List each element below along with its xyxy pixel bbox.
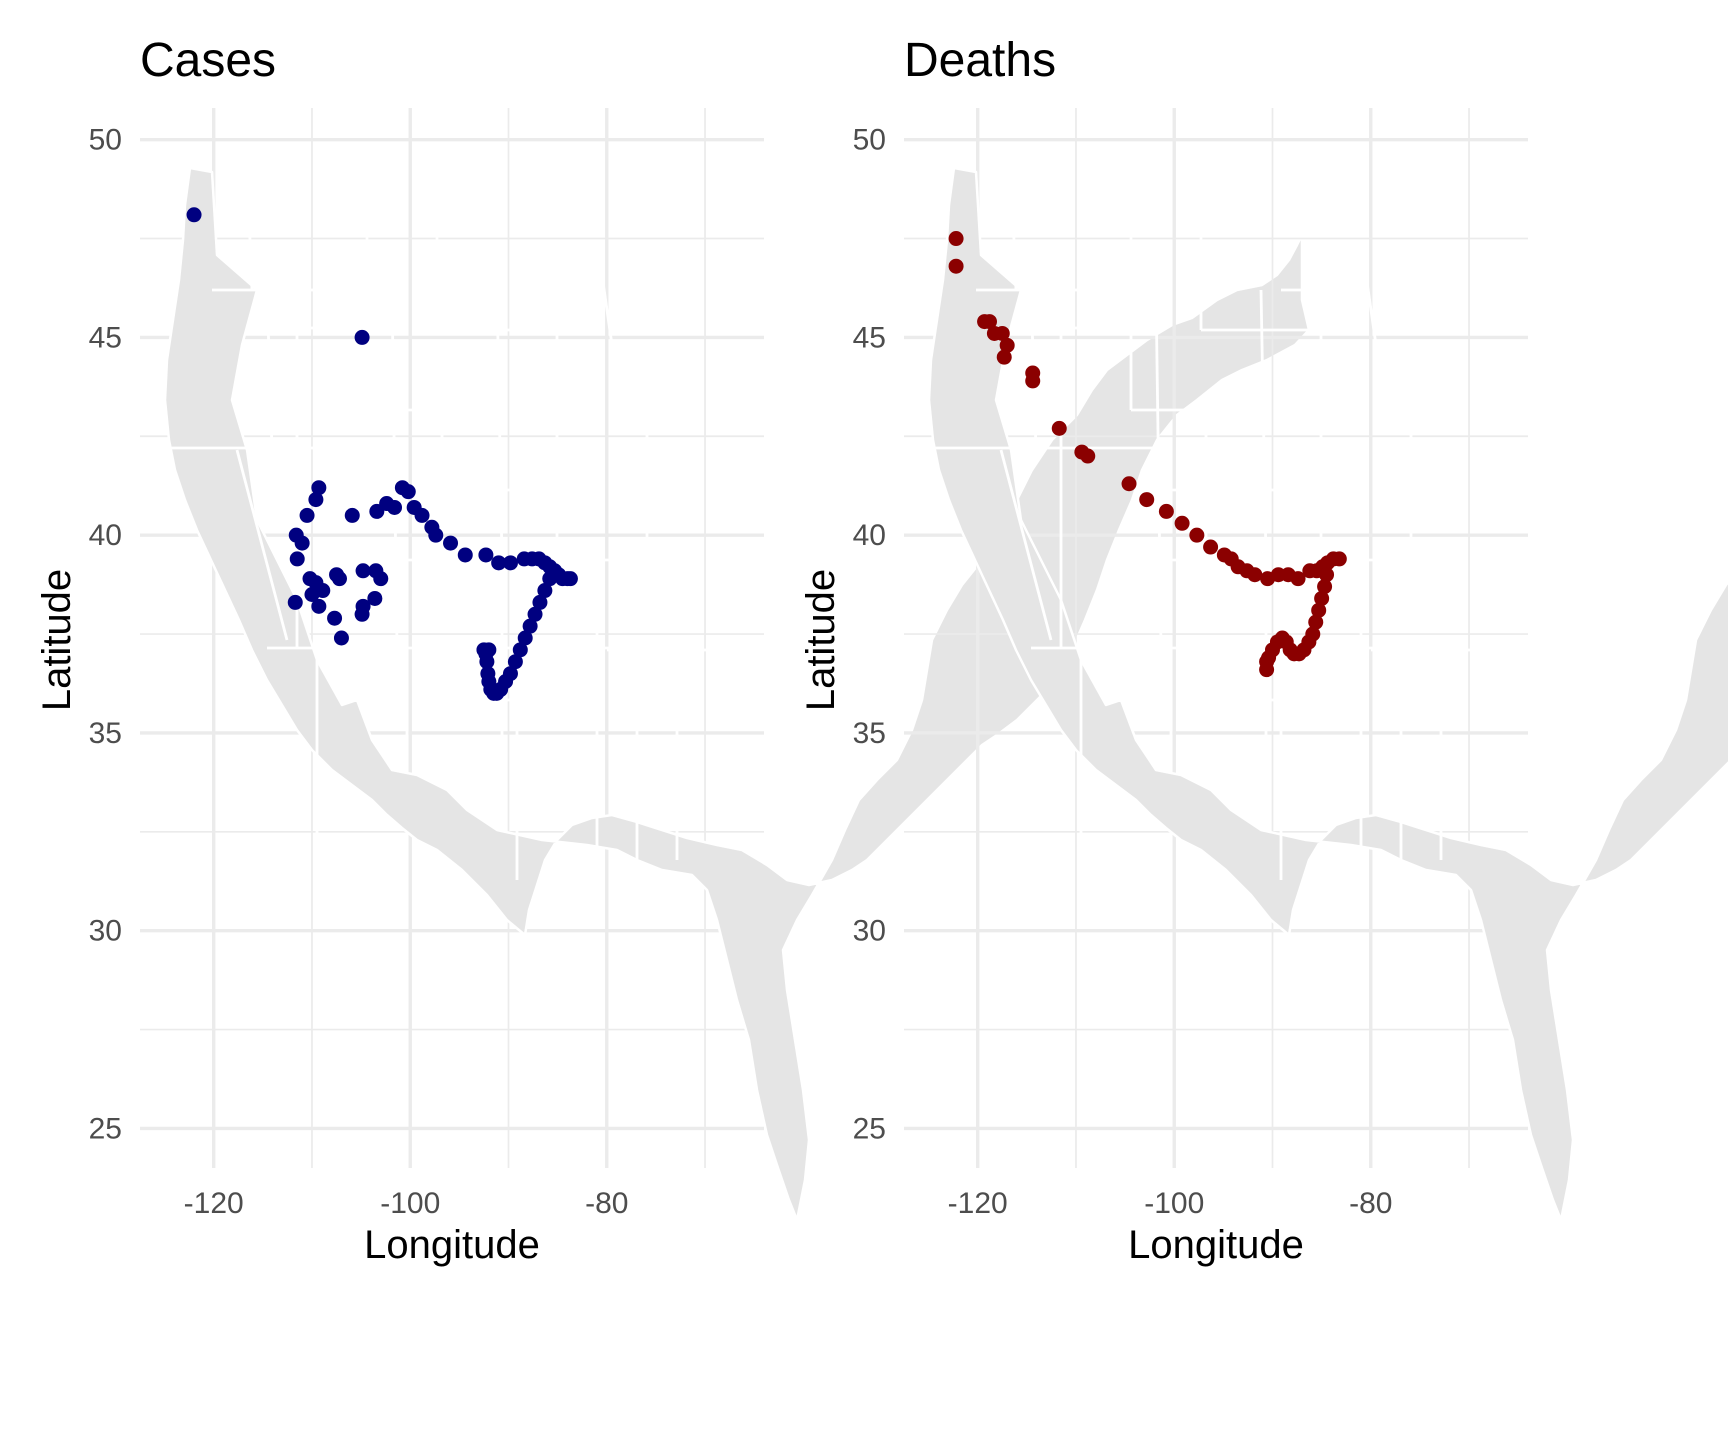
- y-tick-label: 35: [853, 717, 886, 750]
- data-point: [1158, 503, 1174, 519]
- data-point: [517, 630, 533, 646]
- data-point: [480, 666, 496, 682]
- data-point: [1314, 590, 1330, 606]
- y-tick-label: 35: [89, 717, 122, 750]
- x-axis-label: Longitude: [1128, 1223, 1304, 1267]
- data-point: [354, 606, 370, 622]
- panel-deaths: Deaths -120 -100 -80 25 30 35 40 45 50 Longitude…: [799, 34, 1728, 1267]
- data-point: [287, 594, 303, 610]
- data-point: [333, 630, 349, 646]
- y-tick-label: 30: [853, 915, 886, 948]
- data-point: [507, 654, 523, 670]
- data-point: [527, 606, 543, 622]
- data-point: [1189, 527, 1205, 543]
- data-point: [1025, 373, 1041, 389]
- y-axis-label: Latitude: [799, 569, 843, 711]
- x-axis-label: Longitude: [364, 1223, 540, 1267]
- data-point: [1317, 579, 1333, 595]
- data-point: [532, 594, 548, 610]
- data-point: [1290, 571, 1306, 587]
- data-point: [1080, 448, 1096, 464]
- data-point: [1259, 662, 1275, 678]
- data-point: [400, 484, 416, 500]
- data-points: [948, 231, 1347, 678]
- data-point: [373, 571, 389, 587]
- data-point: [355, 563, 371, 579]
- data-point: [308, 492, 324, 508]
- data-point: [344, 507, 360, 523]
- x-tick-label: -120: [948, 1187, 1008, 1220]
- data-point: [999, 337, 1015, 353]
- data-point: [1203, 539, 1219, 555]
- x-tick-label: -80: [1349, 1187, 1392, 1220]
- y-tick-label: 45: [89, 321, 122, 354]
- data-point: [387, 499, 403, 515]
- data-point: [491, 555, 507, 571]
- y-tick-label: 40: [853, 519, 886, 552]
- data-point: [304, 586, 320, 602]
- us-state-map: [927, 166, 1728, 1222]
- data-point: [562, 571, 578, 587]
- x-tick-label: -100: [380, 1187, 440, 1220]
- data-point: [996, 349, 1012, 365]
- panel-title: Deaths: [904, 34, 1056, 87]
- data-point: [331, 571, 347, 587]
- data-point: [1319, 567, 1335, 583]
- data-point: [1247, 567, 1263, 583]
- data-point: [311, 480, 327, 496]
- data-point: [443, 535, 459, 551]
- data-point: [457, 547, 473, 563]
- data-point: [512, 642, 528, 658]
- data-point: [289, 551, 305, 567]
- data-point: [367, 590, 383, 606]
- us-state-map: [163, 166, 1311, 1222]
- x-tick-label: -100: [1144, 1187, 1204, 1220]
- x-tick-label: -120: [184, 1187, 244, 1220]
- data-point: [311, 598, 327, 614]
- data-point: [327, 610, 343, 626]
- data-point: [1174, 515, 1190, 531]
- y-tick-label: 45: [853, 321, 886, 354]
- data-point: [1121, 476, 1137, 492]
- data-point: [1139, 492, 1155, 508]
- data-point: [1311, 602, 1327, 618]
- data-point: [294, 535, 310, 551]
- data-point: [981, 314, 997, 330]
- data-point: [1308, 614, 1324, 630]
- data-point: [481, 642, 497, 658]
- data-point: [522, 618, 538, 634]
- data-point: [299, 507, 315, 523]
- y-axis-label: Latitude: [35, 569, 79, 711]
- data-point: [1331, 551, 1347, 567]
- y-tick-label: 40: [89, 519, 122, 552]
- panel-title: Cases: [140, 34, 276, 87]
- axis-ticks: -120 -100 -80 25 30 35 40 45 50: [853, 124, 1393, 1220]
- y-tick-label: 25: [853, 1112, 886, 1145]
- x-tick-label: -80: [585, 1187, 628, 1220]
- data-point: [542, 571, 558, 587]
- data-point: [502, 555, 518, 571]
- data-point: [994, 325, 1010, 341]
- data-point: [948, 258, 964, 274]
- y-tick-label: 50: [853, 124, 886, 157]
- y-tick-label: 30: [89, 915, 122, 948]
- data-point: [354, 329, 370, 345]
- data-point: [478, 547, 494, 563]
- data-point: [948, 231, 964, 247]
- y-tick-label: 50: [89, 124, 122, 157]
- data-point: [1051, 420, 1067, 436]
- data-points: [186, 207, 578, 701]
- data-point: [186, 207, 202, 223]
- data-point: [428, 527, 444, 543]
- data-point: [414, 507, 430, 523]
- data-point: [537, 583, 553, 599]
- axis-ticks: -120 -100 -80 25 30 35 40 45 50: [89, 124, 629, 1220]
- y-tick-label: 25: [89, 1112, 122, 1145]
- gridlines: [140, 108, 764, 1168]
